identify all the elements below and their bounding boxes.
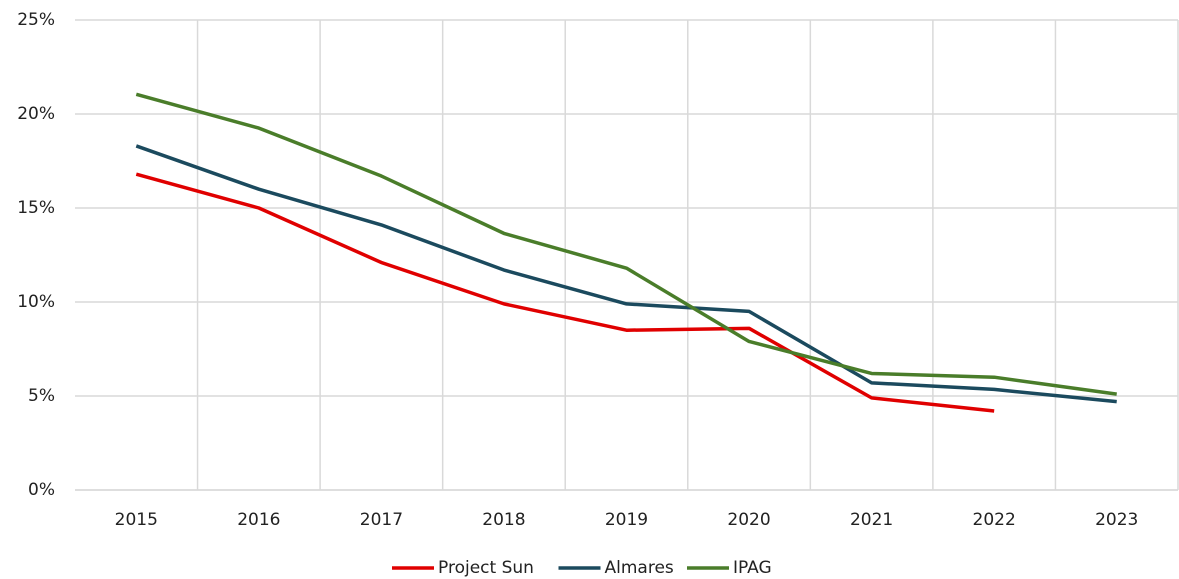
x-tick-label: 2020 (727, 510, 770, 530)
x-tick-label: 2018 (482, 510, 525, 530)
series-line (135, 92, 1117, 396)
legend-label: Almares (605, 558, 674, 578)
y-tick-label: 25% (17, 10, 55, 30)
x-tick-label: 2022 (973, 510, 1016, 530)
legend-label: IPAG (733, 558, 772, 578)
series-line (135, 172, 995, 413)
series-line (135, 144, 1117, 404)
y-tick-label: 20% (17, 104, 55, 124)
y-tick-label: 5% (28, 386, 55, 406)
x-tick-label: 2017 (360, 510, 403, 530)
y-tick-label: 15% (17, 198, 55, 218)
legend-label: Project Sun (438, 558, 534, 578)
x-tick-label: 2015 (115, 510, 158, 530)
x-tick-label: 2021 (850, 510, 893, 530)
y-tick-label: 10% (17, 292, 55, 312)
y-tick-label: 0% (28, 480, 55, 500)
x-tick-label: 2023 (1095, 510, 1138, 530)
x-tick-label: 2019 (605, 510, 648, 530)
x-tick-label: 2016 (237, 510, 280, 530)
